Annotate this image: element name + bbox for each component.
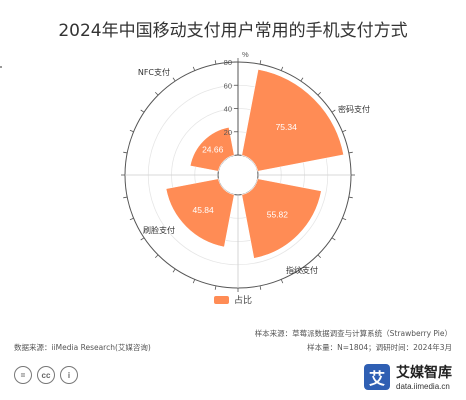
category-label-2: 刷脸支付	[143, 225, 175, 235]
outer-tick	[300, 77, 304, 82]
outer-tick	[348, 151, 353, 154]
radial-unit: %	[242, 50, 249, 59]
outer-tick	[348, 196, 353, 199]
brand: 艾 艾媒智库 data.iimedia.cn	[364, 362, 452, 391]
bar-密码支付	[241, 68, 345, 172]
outer-tick	[342, 129, 347, 133]
bar-刷脸支付	[165, 178, 235, 248]
license-icons: = cc i	[14, 366, 78, 384]
outer-tick	[214, 60, 217, 65]
legend-swatch	[213, 295, 229, 304]
bar-指纹支付	[241, 178, 322, 259]
outer-tick	[129, 217, 134, 221]
outer-tick	[154, 254, 159, 259]
cc-icon: cc	[37, 366, 55, 384]
outer-tick	[123, 151, 128, 154]
category-label-3: NFC支付	[138, 67, 170, 77]
attribution-icon: i	[60, 366, 78, 384]
edge-mark	[0, 66, 2, 68]
sample-source: 样本来源：草莓派数据调查与计算系统（Strawberry Pie）	[254, 329, 452, 338]
data-label-1: 55.82	[267, 209, 289, 219]
outer-tick	[317, 254, 322, 259]
radial-tick-label-2: 60	[224, 81, 232, 90]
equal-icon: =	[14, 366, 32, 384]
radial-tick-label-3: 80	[224, 58, 232, 67]
outer-tick	[172, 77, 176, 82]
data-label-2: 45.84	[192, 205, 214, 215]
data-source: 数据来源：iiMedia Research(艾媒咨询)	[14, 343, 151, 352]
category-label-0: 密码支付	[338, 104, 370, 114]
outer-tick	[140, 109, 145, 113]
radial-tick-label-1: 40	[224, 105, 232, 114]
outer-tick	[129, 129, 134, 133]
legend[interactable]: 占比	[0, 293, 466, 306]
legend-label: 占比	[233, 295, 252, 305]
chart-title: 2024年中国移动支付用户常用的手机支付方式	[58, 21, 408, 41]
data-label-0: 75.34	[276, 122, 298, 132]
outer-tick	[140, 237, 145, 241]
outer-tick	[192, 279, 196, 284]
outer-tick	[154, 91, 159, 96]
outer-tick	[172, 268, 176, 273]
outer-tick	[300, 268, 304, 273]
outer-tick	[214, 285, 217, 290]
brand-name: 艾媒智库	[396, 365, 452, 381]
brand-logo-icon: 艾	[364, 363, 390, 390]
outer-tick	[331, 237, 336, 241]
radial-tick-label-0: 20	[224, 128, 232, 137]
brand-url: data.iimedia.cn	[396, 382, 450, 391]
outer-tick	[342, 217, 347, 221]
outer-tick	[192, 66, 196, 71]
outer-tick	[259, 285, 262, 290]
outer-tick	[280, 279, 284, 284]
sample-info: 样本量：N=1804；调研时间：2024年3月	[307, 343, 452, 352]
data-label-3: 24.66	[202, 145, 224, 155]
category-label-1: 指纹支付	[286, 265, 318, 275]
outer-tick	[317, 91, 322, 96]
outer-tick	[123, 196, 128, 199]
outer-tick	[280, 66, 284, 71]
bar-NFC支付	[189, 126, 235, 172]
outer-tick	[259, 60, 262, 65]
outer-tick	[331, 109, 336, 113]
